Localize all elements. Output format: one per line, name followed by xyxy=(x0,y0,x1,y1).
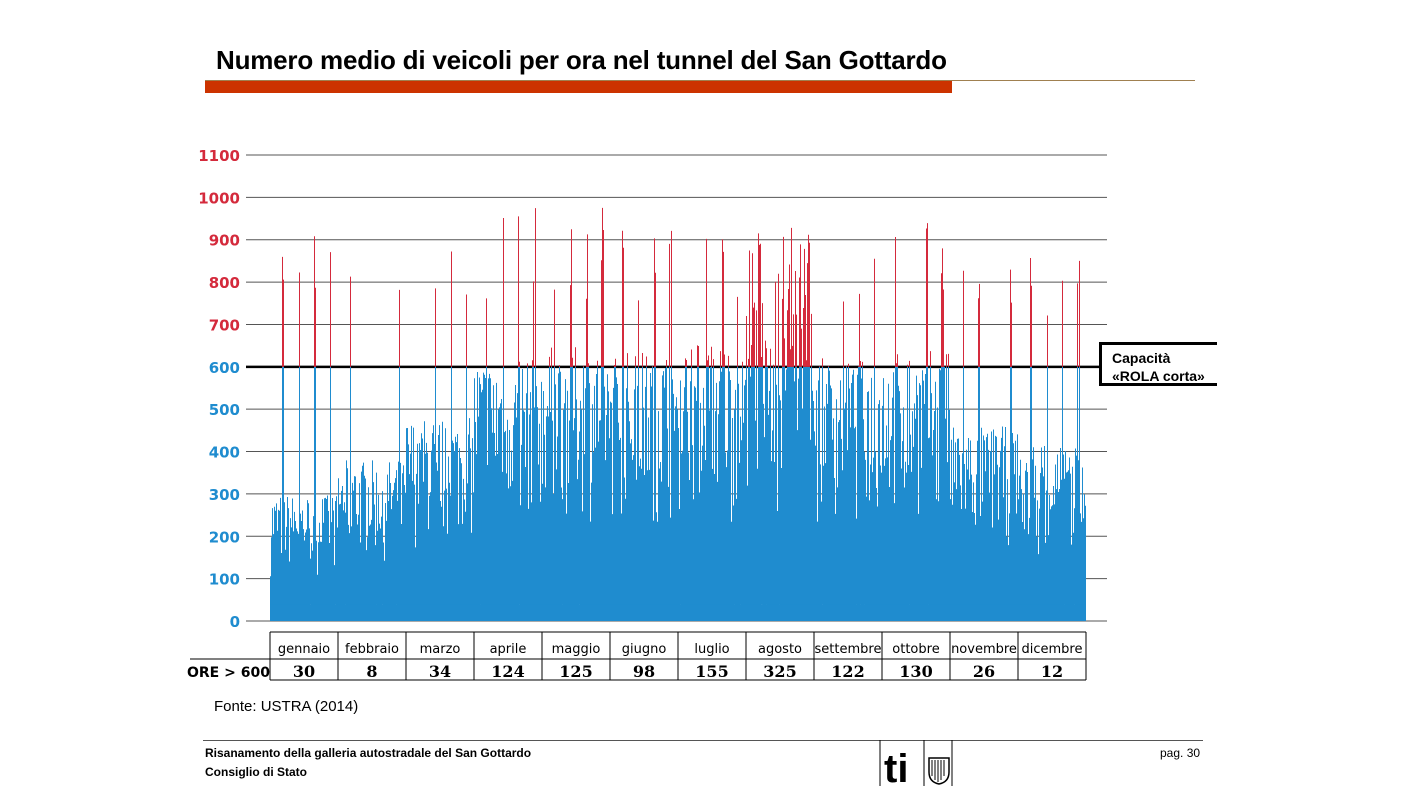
month-label: gennaio xyxy=(278,642,330,657)
hours-over-capacity-value: 125 xyxy=(559,662,592,681)
hours-over-capacity-value: 8 xyxy=(366,662,377,681)
row-header-hours: ORE > 600 xyxy=(187,665,270,681)
y-tick-label: 1000 xyxy=(198,189,240,207)
capacity-annotation: Capacità «ROLA corta» xyxy=(1099,342,1217,386)
y-tick-label: 300 xyxy=(209,486,240,504)
y-tick-label: 700 xyxy=(209,316,240,334)
month-label: settembre xyxy=(815,642,882,657)
footer-author: Consiglio di Stato xyxy=(205,765,307,779)
y-tick-label: 100 xyxy=(209,571,240,589)
y-tick-label: 500 xyxy=(209,401,240,419)
y-tick-label: 800 xyxy=(209,274,240,292)
y-tick-label: 1100 xyxy=(198,147,240,165)
y-tick-label: 200 xyxy=(209,528,240,546)
page-number: pag. 30 xyxy=(1160,746,1201,760)
y-tick-label: 0 xyxy=(230,613,240,631)
hours-over-capacity-value: 130 xyxy=(899,662,932,681)
title-accent-bar xyxy=(205,81,952,93)
y-axis-ticks: 0 100 200 300 400 500 600 700 800 900 1000 1100 xyxy=(198,147,240,631)
month-label: dicembre xyxy=(1022,642,1083,657)
source-note: Fonte: USTRA (2014) xyxy=(214,698,359,715)
month-label: giugno xyxy=(622,642,667,657)
month-label: marzo xyxy=(420,642,461,657)
y-tick-label: 400 xyxy=(209,444,240,462)
hours-over-capacity-value: 34 xyxy=(429,662,451,681)
month-label: ottobre xyxy=(892,642,939,657)
hours-over-capacity-value: 26 xyxy=(973,662,995,681)
y-tick-label: 600 xyxy=(209,359,240,377)
svg-text:ti: ti xyxy=(884,747,908,786)
slide-title: Numero medio di veicoli per ora nel tunn… xyxy=(216,45,947,75)
hours-over-capacity-value: 30 xyxy=(293,662,315,681)
month-table: ORE > 600 gennaio 30 febbraio 8 marzo 34 aprile… xyxy=(187,631,1087,681)
month-label: novembre xyxy=(951,642,1017,657)
hours-over-capacity-value: 124 xyxy=(491,662,524,681)
month-label: agosto xyxy=(758,642,802,657)
hours-over-capacity-value: 122 xyxy=(831,662,864,681)
canton-ticino-logo: ti xyxy=(879,740,953,786)
y-tick-label: 900 xyxy=(209,232,240,250)
month-label: febbraio xyxy=(345,642,399,657)
hours-over-capacity-value: 155 xyxy=(695,662,728,681)
footer-project: Risanamento della galleria autostradale … xyxy=(205,746,532,760)
title-underline xyxy=(205,80,1195,81)
hours-over-capacity-value: 325 xyxy=(763,662,796,681)
footer-divider xyxy=(203,740,1203,741)
month-label: luglio xyxy=(694,642,729,657)
month-label: aprile xyxy=(490,642,527,657)
chart-bars xyxy=(270,207,1086,621)
bar-base-band xyxy=(270,604,1086,621)
hours-over-capacity-value: 98 xyxy=(633,662,655,681)
hours-over-capacity-value: 12 xyxy=(1041,662,1063,681)
capacity-label-line2: «ROLA corta» xyxy=(1112,368,1205,384)
month-label: maggio xyxy=(552,642,601,657)
capacity-label-line1: Capacità xyxy=(1112,350,1171,366)
